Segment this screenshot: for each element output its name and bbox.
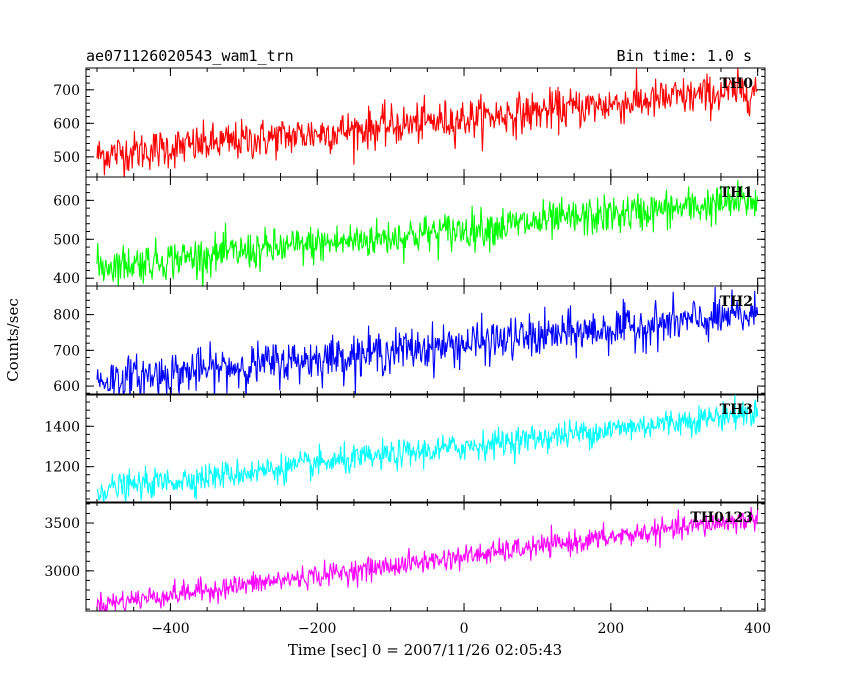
x-tick-label: 400 xyxy=(744,621,771,637)
y-tick-label: 600 xyxy=(53,379,80,395)
x-tick-label: 0 xyxy=(460,621,469,637)
x-axis-label: Time [sec] 0 = 2007/11/26 02:05:43 xyxy=(288,641,562,659)
series-line-th0 xyxy=(96,68,759,177)
series-label: TH0 xyxy=(720,76,754,92)
panel-th2: 600 700 800 TH2 xyxy=(53,285,766,396)
series-line-th3 xyxy=(96,394,759,503)
panel-th1: 400 500 600 TH1 xyxy=(53,176,766,287)
y-tick-label: 500 xyxy=(53,232,80,248)
y-tick-label: 1200 xyxy=(44,460,80,476)
y-tick-label: 800 xyxy=(53,308,80,324)
panel-th3: 1200 1400 TH3 xyxy=(44,393,766,504)
panel-frame xyxy=(85,285,766,396)
panel-th0: 500 600 700 TH0 xyxy=(53,67,766,178)
chart-title: ae071126020543_wam1_trn xyxy=(86,47,294,65)
series-line-th1 xyxy=(96,180,759,286)
chart-subtitle: Bin time: 1.0 s xyxy=(617,47,752,65)
panel-th0123: 3000 3500 TH0123 xyxy=(44,501,766,612)
y-tick-label: 3500 xyxy=(44,516,80,532)
y-tick-label: 600 xyxy=(53,116,80,132)
y-tick-label: 400 xyxy=(53,271,80,287)
panel-frame xyxy=(85,393,766,504)
series-label: TH1 xyxy=(720,185,753,201)
y-tick-label: 3000 xyxy=(44,564,80,580)
y-tick-label: 600 xyxy=(53,193,80,209)
y-tick-label: 1400 xyxy=(44,419,80,435)
panel-frame xyxy=(85,501,766,612)
series-line-th2 xyxy=(96,286,759,395)
x-tick-label: −200 xyxy=(298,621,336,637)
panels-group: 500 600 700 TH0 400 500 600 TH1 600 700 800 TH2 1200… xyxy=(44,67,771,637)
series-label: TH0123 xyxy=(690,510,753,526)
series-line-th0123 xyxy=(96,506,759,611)
series-label: TH2 xyxy=(720,294,753,310)
y-axis-label: Counts/sec xyxy=(4,298,22,382)
y-tick-label: 700 xyxy=(53,83,80,99)
y-tick-label: 500 xyxy=(53,150,80,166)
y-tick-label: 700 xyxy=(53,343,80,359)
x-tick-label: −400 xyxy=(151,621,189,637)
series-label: TH3 xyxy=(720,402,753,418)
x-tick-label: 200 xyxy=(597,621,624,637)
